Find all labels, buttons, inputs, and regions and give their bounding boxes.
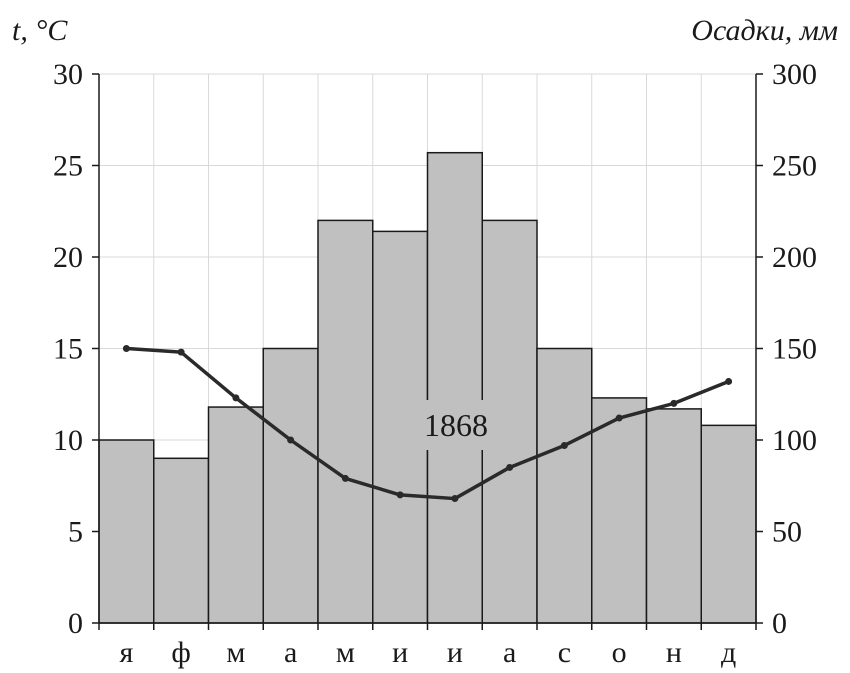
temperature-point — [287, 436, 295, 444]
temperature-point — [177, 348, 185, 356]
precipitation-bar — [98, 439, 155, 624]
precipitation-bar — [426, 151, 483, 624]
precipitation-bar — [645, 408, 702, 624]
left-tick-label: 15 — [53, 333, 83, 366]
left-tick-label: 10 — [53, 424, 83, 457]
precipitation-bar — [153, 457, 210, 624]
right-tick-label: 200 — [772, 241, 817, 274]
month-label: н — [666, 636, 682, 669]
month-label: ф — [171, 636, 190, 669]
month-label: а — [284, 636, 297, 669]
left-axis-ticks: 0 5 10 15 20 25 30 — [53, 58, 83, 640]
month-label: и — [392, 636, 408, 669]
temperature-point — [451, 495, 459, 503]
temperature-point — [670, 399, 678, 407]
precipitation-bar — [317, 219, 374, 624]
left-tick-label: 5 — [68, 516, 83, 549]
right-tick-label: 50 — [772, 516, 802, 549]
temperature-point — [506, 463, 514, 471]
temperature-point — [396, 491, 404, 499]
month-label: и — [447, 636, 463, 669]
right-tick-label: 100 — [772, 424, 817, 457]
month-label: м — [336, 636, 355, 669]
temperature-point — [725, 377, 733, 385]
month-label: д — [721, 636, 736, 669]
left-tick-label: 0 — [68, 607, 83, 640]
temperature-point — [560, 441, 568, 449]
temperature-point — [341, 474, 349, 482]
right-tick-label: 300 — [772, 58, 817, 91]
precipitation-bar — [700, 424, 757, 624]
precipitation-bar — [262, 347, 319, 624]
month-label: м — [226, 636, 245, 669]
left-tick-label: 20 — [53, 241, 83, 274]
precipitation-bar — [591, 397, 648, 624]
temperature-point — [615, 414, 623, 422]
temperature-point — [232, 394, 240, 402]
chart-axes — [92, 73, 763, 630]
month-label: а — [503, 636, 516, 669]
temperature-polyline — [126, 346, 730, 501]
precipitation-bars — [98, 151, 757, 624]
annotation-box: 1868 — [408, 400, 504, 450]
left-tick-label: 25 — [53, 150, 83, 183]
right-tick-label: 250 — [772, 150, 817, 183]
left-axis-title: t, °C — [12, 14, 68, 47]
right-axis-title: Осадки, мм — [691, 14, 838, 47]
right-axis-ticks: 0 50 100 150 200 250 300 — [772, 58, 817, 640]
right-tick-label: 0 — [772, 607, 787, 640]
temperature-point — [122, 345, 130, 352]
annotation-background — [408, 400, 504, 450]
month-label: я — [119, 636, 133, 669]
left-tick-label: 30 — [53, 58, 83, 91]
annotation-label: 1868 — [424, 407, 488, 443]
temperature-line — [122, 345, 733, 503]
month-label: о — [612, 636, 627, 669]
precipitation-bar — [536, 347, 593, 624]
month-label: с — [558, 636, 571, 669]
right-tick-label: 150 — [772, 333, 817, 366]
precipitation-bar — [207, 406, 264, 624]
